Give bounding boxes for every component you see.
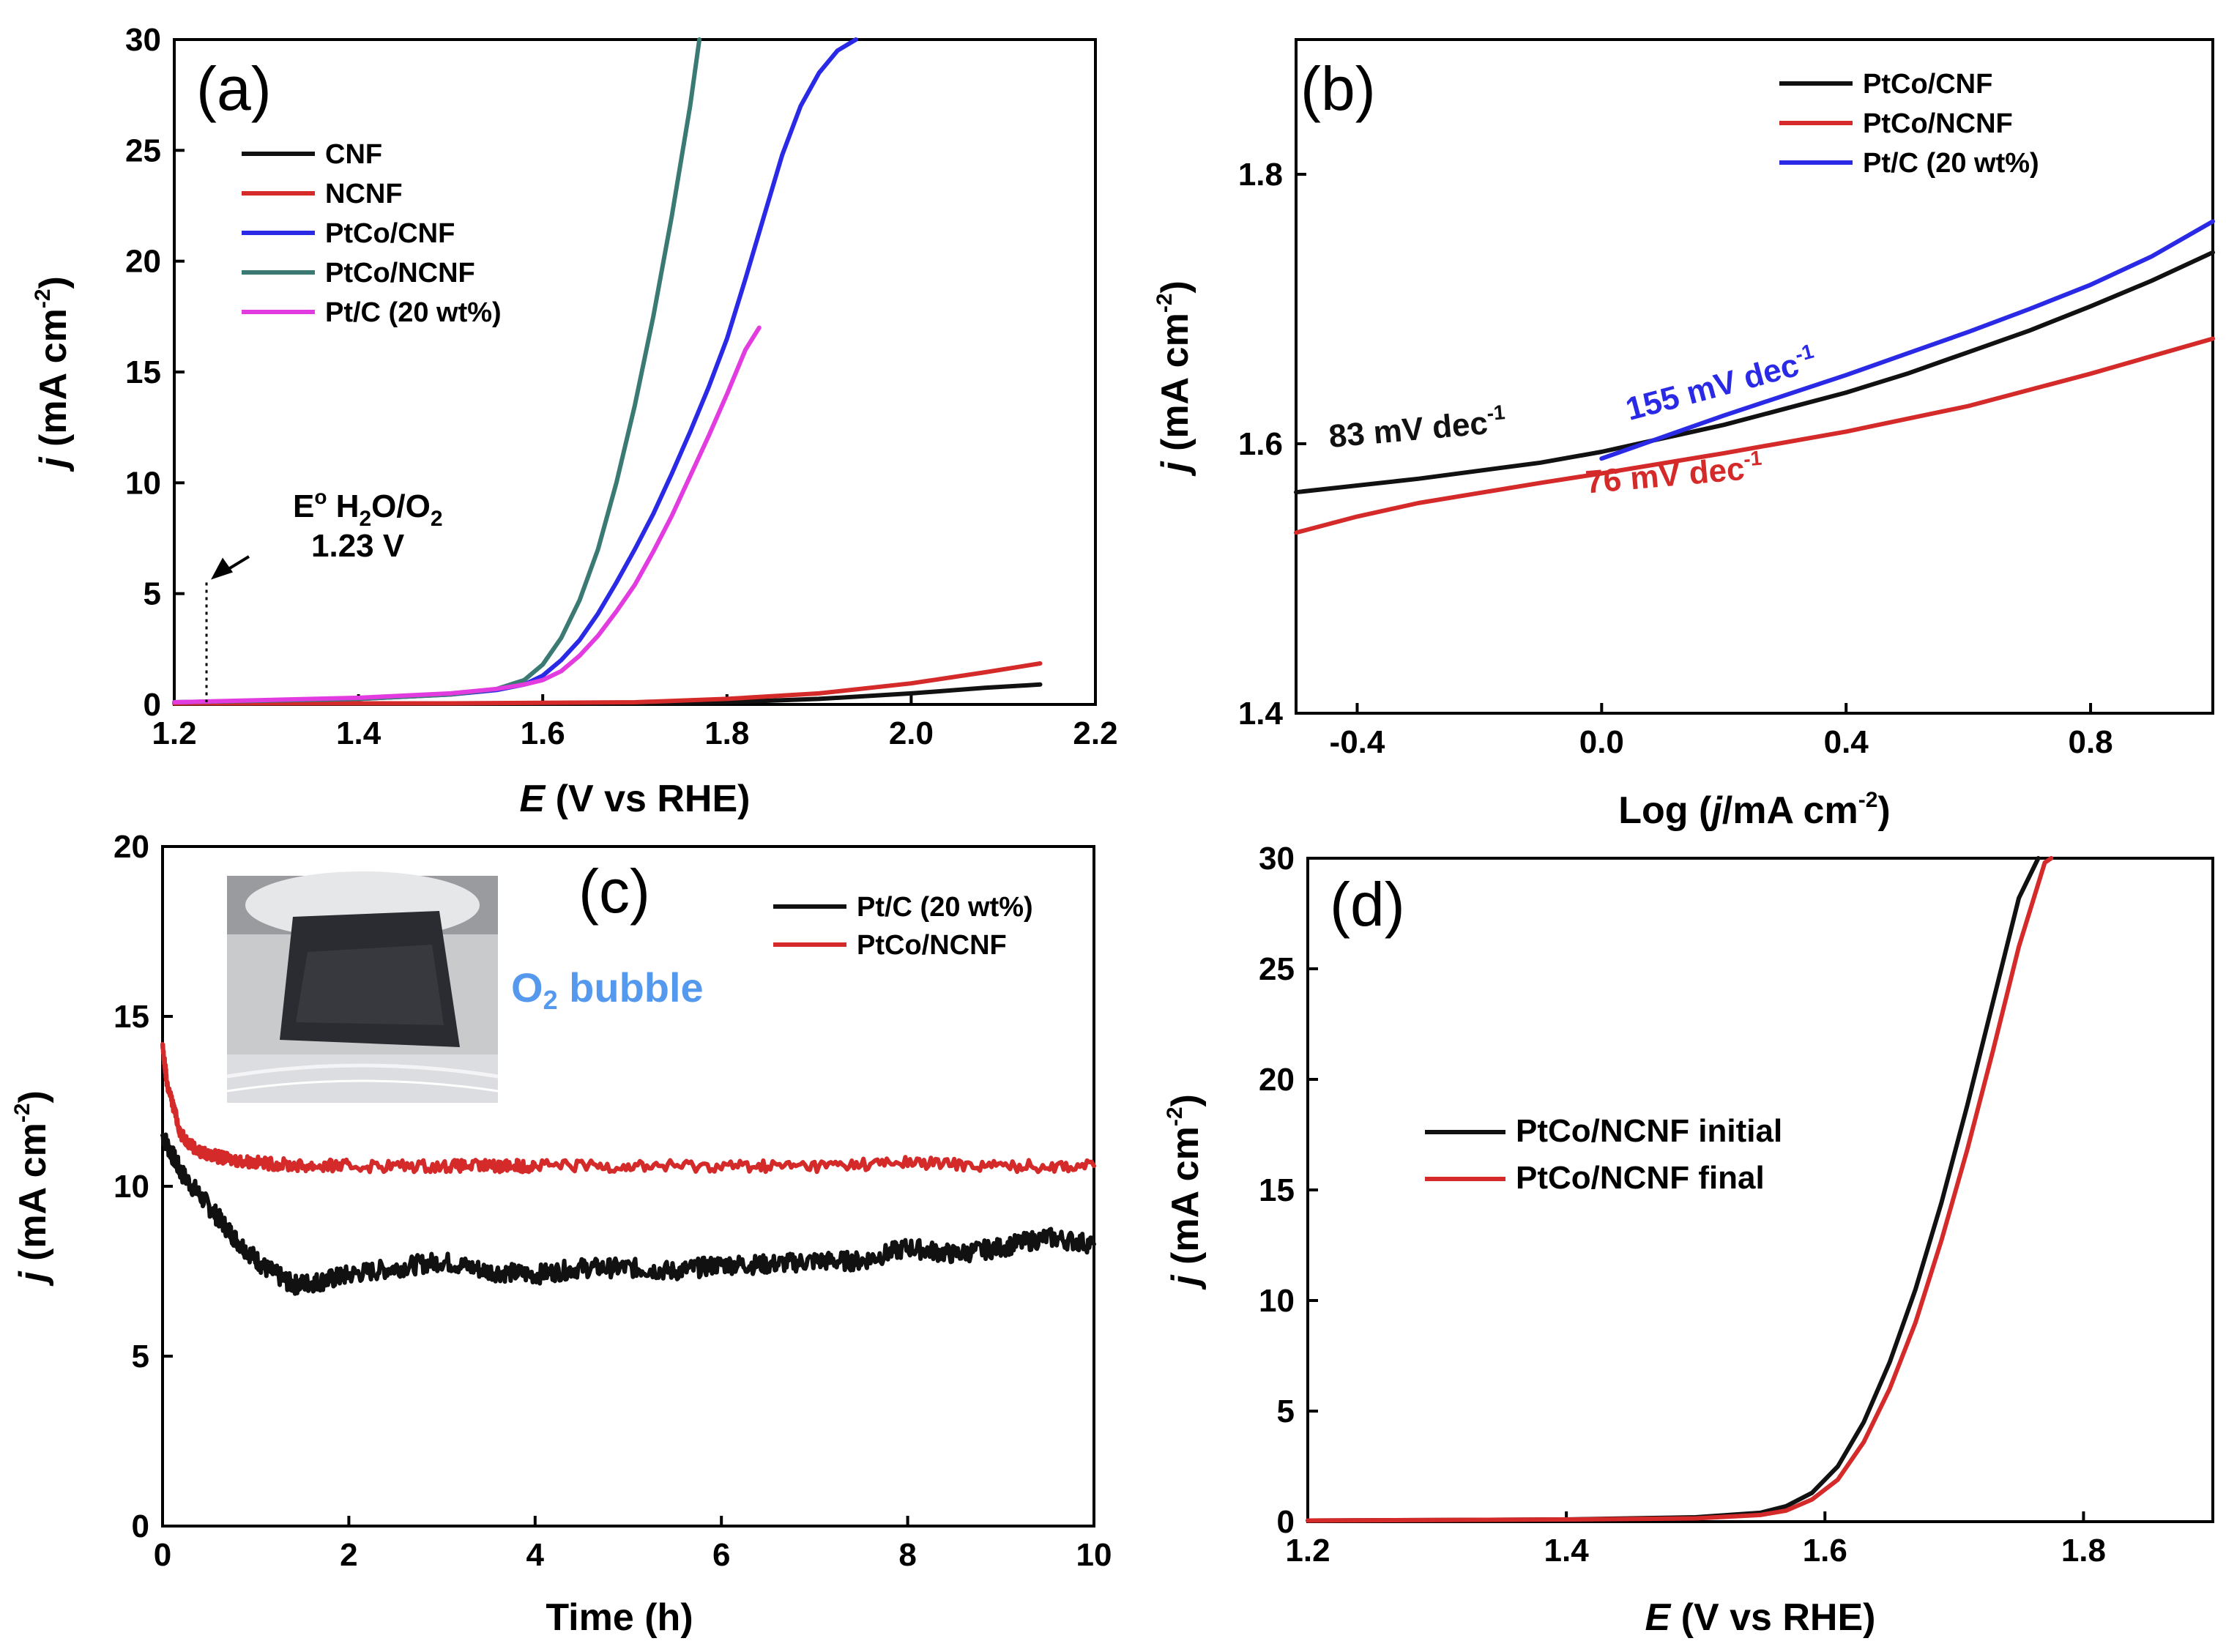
legend-label: PtCo/CNF bbox=[1863, 69, 1992, 100]
panel-d-legend: PtCo/NCNF initial PtCo/NCNF final bbox=[1425, 1113, 1782, 1196]
panel-c-legend: Pt/C (20 wt%) PtCo/NCNF bbox=[773, 892, 1033, 961]
panel-c-letter: (c) bbox=[578, 857, 650, 926]
panel-d-letter: (d) bbox=[1330, 870, 1405, 939]
xtick-label: 2 bbox=[340, 1537, 357, 1573]
ytick-label: 20 bbox=[113, 829, 149, 865]
series-line-ptco-ncnf bbox=[160, 1042, 1096, 1175]
xtick-label: 4 bbox=[526, 1537, 545, 1573]
ytick-label: 20 bbox=[1259, 1062, 1295, 1098]
inset-photo bbox=[226, 871, 499, 1103]
reference-label-line2: 1.23 V bbox=[311, 528, 405, 564]
xtick-label: 1.2 bbox=[1285, 1533, 1330, 1569]
series-line-ptco-cnf bbox=[172, 37, 858, 704]
ytick-label: 10 bbox=[1259, 1283, 1295, 1319]
ytick-label: 5 bbox=[132, 1339, 149, 1374]
xtick-label: 1.6 bbox=[521, 715, 565, 751]
panel-b-letter: (b) bbox=[1300, 54, 1376, 123]
xtick-label: 10 bbox=[1076, 1537, 1112, 1573]
xtick-label: 0.8 bbox=[2068, 724, 2113, 760]
legend-label: NCNF bbox=[325, 179, 403, 209]
series-line-ncnf bbox=[172, 661, 1043, 706]
panel-a-annotation: Eo H2O/O2 1.23 V bbox=[205, 485, 443, 702]
panel-a-ylabel: j (mA cm-2) bbox=[31, 276, 75, 472]
legend-label: PtCo/NCNF final bbox=[1516, 1160, 1765, 1196]
panel-a-letter: (a) bbox=[196, 54, 272, 123]
ytick-label: 25 bbox=[1259, 951, 1295, 987]
ytick-label: 5 bbox=[1277, 1394, 1295, 1429]
panel-b-frame bbox=[1295, 38, 2214, 715]
ytick-label: 0 bbox=[144, 687, 161, 723]
panel-a-xlabel: E (V vs RHE) bbox=[520, 778, 751, 820]
ytick-label: 30 bbox=[1259, 841, 1295, 877]
legend-label: Pt/C (20 wt%) bbox=[857, 892, 1033, 923]
legend-label: CNF bbox=[325, 139, 382, 170]
legend-label: PtCo/NCNF bbox=[857, 930, 1007, 961]
legend-label: PtCo/NCNF bbox=[325, 258, 475, 289]
ytick-label: 15 bbox=[1259, 1172, 1295, 1208]
ytick-label: 1.6 bbox=[1238, 426, 1283, 462]
series-line-pt-c-20-wt- bbox=[172, 325, 762, 704]
xtick-label: 8 bbox=[898, 1537, 916, 1573]
series-line-pt-c-20-wt- bbox=[1599, 219, 2215, 461]
ytick-label: 5 bbox=[144, 576, 161, 612]
panel-a: (a) 0 5 10 15 20 25 30 1.2 1.4 1.6 1.8 2.0 2.2 CNF NC… bbox=[31, 22, 1118, 820]
panel-c: (c) 0 5 10 15 20 0 2 4 6 8 10 Pt/C (20 wt%) PtCo/NC… bbox=[10, 829, 1112, 1639]
series-line-ptco-ncnf bbox=[1294, 336, 2215, 535]
xtick-label: 1.8 bbox=[704, 715, 749, 751]
panel-b-xlabel: Log (j/mA cm-2) bbox=[1618, 788, 1890, 832]
panel-b-legend: PtCo/CNF PtCo/NCNF Pt/C (20 wt%) bbox=[1779, 69, 2039, 179]
xtick-label: 1.8 bbox=[2061, 1533, 2106, 1569]
xtick-label: 2.0 bbox=[889, 715, 934, 751]
panel-d: (d) 0 5 10 15 20 25 30 1.2 1.4 1.6 1.8 PtCo/NCNF i… bbox=[1163, 841, 2214, 1639]
legend-label: PtCo/NCNF bbox=[1863, 108, 2013, 139]
xtick-label: -0.4 bbox=[1330, 724, 1385, 760]
panel-c-ylabel: j (mA cm-2) bbox=[10, 1090, 54, 1287]
panel-c-xlabel: Time (h) bbox=[546, 1596, 693, 1639]
xtick-label: 6 bbox=[712, 1537, 730, 1573]
panel-b-ylabel: j (mA cm-2) bbox=[1153, 280, 1196, 477]
inset-caption: O2 bubble bbox=[511, 964, 704, 1015]
xtick-label: 0.4 bbox=[1824, 724, 1869, 760]
slope-annotation: 83 mV dec-1 bbox=[1327, 401, 1507, 455]
ytick-label: 10 bbox=[125, 465, 161, 501]
ytick-label: 0 bbox=[1277, 1504, 1295, 1540]
ytick-label: 15 bbox=[113, 999, 149, 1035]
panel-a-frame bbox=[173, 38, 1097, 706]
panel-d-ylabel: j (mA cm-2) bbox=[1163, 1094, 1207, 1290]
ytick-label: 1.4 bbox=[1238, 696, 1284, 732]
xtick-label: 1.2 bbox=[152, 715, 196, 751]
legend-label: Pt/C (20 wt%) bbox=[1863, 148, 2039, 179]
ytick-label: 0 bbox=[132, 1508, 149, 1544]
ytick-label: 30 bbox=[125, 22, 161, 58]
panel-d-xlabel: E (V vs RHE) bbox=[1645, 1596, 1876, 1639]
ytick-label: 1.8 bbox=[1238, 157, 1283, 193]
xtick-label: 2.2 bbox=[1073, 715, 1117, 751]
xtick-label: 0 bbox=[154, 1537, 171, 1573]
ytick-label: 10 bbox=[113, 1169, 149, 1205]
legend-label: PtCo/NCNF initial bbox=[1516, 1113, 1782, 1149]
panel-b: (b) 1.41.61.8-0.4 0.0 0.4 0.8 PtCo/CNFPtCo/… bbox=[1153, 38, 2215, 832]
legend-label: Pt/C (20 wt%) bbox=[325, 297, 502, 328]
series-line-ptco-ncnf-final bbox=[1306, 856, 2054, 1523]
xtick-label: 0.0 bbox=[1579, 724, 1624, 760]
reference-label-line1: Eo H2O/O2 bbox=[293, 485, 443, 531]
xtick-label: 1.6 bbox=[1803, 1533, 1847, 1569]
series-line-ptco-cnf bbox=[1294, 250, 2215, 495]
ytick-label: 20 bbox=[125, 244, 161, 280]
reference-arrow-head bbox=[211, 557, 234, 580]
xtick-label: 1.4 bbox=[336, 715, 381, 751]
ytick-label: 25 bbox=[125, 133, 161, 168]
ytick-label: 15 bbox=[125, 354, 161, 390]
xtick-label: 1.4 bbox=[1544, 1533, 1590, 1569]
panel-a-legend: CNF NCNF PtCo/CNF PtCo/NCNF Pt/C (20 wt%) bbox=[242, 139, 502, 328]
legend-label: PtCo/CNF bbox=[325, 218, 455, 249]
series-line-pt-c-20-wt- bbox=[160, 1132, 1096, 1296]
